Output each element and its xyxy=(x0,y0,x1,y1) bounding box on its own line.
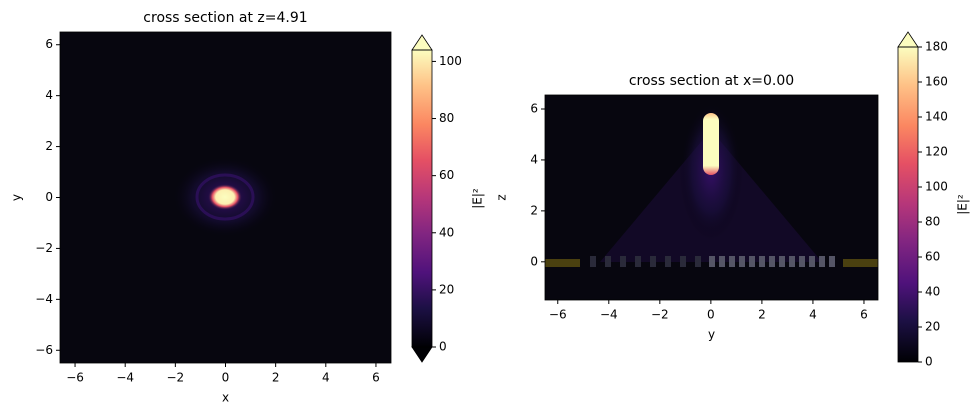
y-tick-label: −6 xyxy=(35,343,53,357)
colorbar-tick-label: 80 xyxy=(439,111,454,125)
colorbar-frame xyxy=(411,49,433,348)
chart-title: cross section at z=4.91 xyxy=(143,10,307,26)
x-tick-label: −6 xyxy=(66,371,84,385)
y-tick-label: 2 xyxy=(45,139,53,153)
y-tick-label: 0 xyxy=(530,254,538,268)
colorbar-tick-label: 180 xyxy=(925,40,948,54)
colorbar-tick-label: 60 xyxy=(925,250,940,264)
x-axis-label: x xyxy=(222,391,229,405)
axes-frame xyxy=(544,94,879,301)
x-tick-label: 2 xyxy=(758,308,766,322)
x-tick-label: −4 xyxy=(600,308,618,322)
x-tick-label: 6 xyxy=(860,308,868,322)
colorbar-frame xyxy=(897,46,919,363)
x-tick-label: 2 xyxy=(272,371,280,385)
colorbar-tick-label: 100 xyxy=(439,54,462,68)
y-tick-label: 4 xyxy=(45,88,53,102)
x-tick-label: 4 xyxy=(809,308,817,322)
colorbar-tick-label: 40 xyxy=(925,285,940,299)
field-right xyxy=(545,95,878,300)
colorbar-tick-label: 140 xyxy=(925,110,948,124)
colorbar-extend-max xyxy=(897,31,919,48)
x-tick-label: −2 xyxy=(651,308,669,322)
colorbar-tick-label: 100 xyxy=(925,180,948,194)
colorbar-label: |E|² xyxy=(471,188,485,209)
colorbar-tick-label: 80 xyxy=(925,215,940,229)
y-tick-label: −2 xyxy=(35,241,53,255)
colorbar xyxy=(412,50,432,347)
x-tick-label: 0 xyxy=(707,308,715,322)
colorbar-tick-label: 20 xyxy=(439,282,454,296)
colorbar-tick-label: 120 xyxy=(925,145,948,159)
x-axis-label: y xyxy=(708,328,715,342)
colorbar-tick-label: 0 xyxy=(439,340,447,354)
y-tick-label: 6 xyxy=(530,102,538,116)
colorbar-extend-max xyxy=(411,34,433,51)
x-tick-label: −4 xyxy=(116,371,134,385)
y-tick-label: 6 xyxy=(45,37,53,51)
colorbar xyxy=(898,47,918,362)
colorbar-tick-label: 60 xyxy=(439,168,454,182)
x-tick-label: −6 xyxy=(549,308,567,322)
chart-title: cross section at x=0.00 xyxy=(629,73,794,89)
x-tick-label: 0 xyxy=(222,371,230,385)
colorbar-tick-label: 0 xyxy=(925,355,933,369)
colorbar-tick-label: 20 xyxy=(925,320,940,334)
colorbar-tick-label: 160 xyxy=(925,75,948,89)
x-tick-label: 4 xyxy=(322,371,330,385)
field-left xyxy=(60,32,391,363)
y-tick-label: 0 xyxy=(45,190,53,204)
y-axis-label: z xyxy=(495,194,509,200)
y-tick-label: 2 xyxy=(530,203,538,217)
x-tick-label: −2 xyxy=(166,371,184,385)
y-axis-label: y xyxy=(10,194,24,201)
colorbar-label: |E|² xyxy=(956,194,970,215)
y-tick-label: 4 xyxy=(530,152,538,166)
colorbar-extend-min xyxy=(411,346,433,363)
y-tick-label: −4 xyxy=(35,292,53,306)
x-tick-label: 6 xyxy=(372,371,380,385)
colorbar-tick-label: 40 xyxy=(439,225,454,239)
